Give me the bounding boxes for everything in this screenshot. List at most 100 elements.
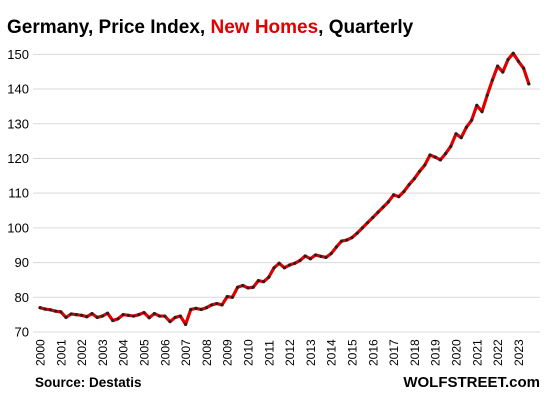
data-point — [194, 306, 198, 310]
data-point — [210, 303, 214, 307]
data-point — [293, 261, 297, 265]
data-point — [168, 319, 172, 324]
data-point — [314, 253, 318, 257]
brand-label: WOLFSTREET.com — [403, 374, 540, 391]
data-point — [100, 314, 104, 318]
data-point — [506, 57, 510, 62]
x-tick-label: 2021 — [470, 339, 484, 366]
data-point — [184, 322, 188, 326]
data-point — [288, 263, 292, 267]
data-point — [501, 70, 505, 74]
data-point — [178, 314, 182, 318]
data-point — [423, 163, 427, 167]
data-point — [454, 132, 458, 136]
data-point — [132, 314, 136, 318]
data-point — [38, 306, 42, 310]
data-point — [106, 311, 110, 315]
data-point — [225, 295, 229, 299]
x-tick-label: 2012 — [283, 339, 297, 366]
data-point — [527, 82, 531, 86]
y-tick-label: 110 — [8, 186, 29, 201]
data-point — [173, 315, 177, 320]
data-point — [371, 215, 375, 220]
data-point — [511, 51, 515, 55]
data-point — [470, 118, 474, 122]
data-point — [428, 153, 432, 157]
data-point — [340, 239, 344, 243]
data-point — [397, 195, 401, 199]
data-point — [303, 254, 307, 258]
data-point — [262, 280, 266, 284]
y-tick-label: 150 — [7, 47, 29, 62]
x-tick-label: 2000 — [34, 339, 48, 366]
data-point — [121, 313, 125, 317]
x-tick-label: 2014 — [325, 339, 339, 366]
title-part-1: Germany, Price Index, — [7, 17, 210, 38]
data-point — [241, 283, 245, 288]
data-point — [142, 310, 146, 315]
data-point — [496, 64, 500, 68]
x-tick-label: 2019 — [429, 339, 443, 366]
y-tick-label: 90 — [15, 255, 29, 270]
y-tick-label: 80 — [15, 290, 29, 305]
data-point — [282, 266, 286, 270]
data-point — [64, 315, 68, 320]
data-point — [459, 136, 463, 140]
data-point — [402, 189, 406, 194]
x-tick-label: 2013 — [304, 339, 318, 366]
data-point — [319, 254, 323, 258]
data-point — [334, 245, 338, 249]
data-point — [345, 238, 349, 242]
data-point — [444, 152, 448, 156]
x-tick-label: 2023 — [512, 339, 526, 366]
data-point — [189, 307, 193, 312]
data-point — [366, 221, 370, 225]
data-point — [376, 210, 380, 214]
x-tick-label: 2010 — [242, 339, 256, 366]
data-point — [324, 255, 328, 259]
data-point — [480, 110, 484, 114]
data-point — [85, 315, 89, 319]
data-point — [386, 200, 390, 204]
data-point — [449, 144, 453, 148]
data-point — [298, 258, 302, 263]
title-part-3: , Quarterly — [318, 17, 413, 38]
data-point — [158, 314, 162, 318]
x-tick-label: 2007 — [179, 339, 193, 366]
x-tick-label: 2002 — [75, 339, 89, 366]
data-point — [277, 261, 281, 265]
data-point — [251, 285, 255, 289]
x-tick-label: 2008 — [200, 339, 214, 366]
data-point — [74, 313, 78, 317]
data-point — [418, 169, 422, 173]
x-tick-label: 2006 — [158, 339, 172, 366]
data-point — [407, 182, 411, 187]
data-point — [267, 275, 271, 279]
data-point — [246, 286, 250, 290]
data-point — [392, 193, 396, 197]
y-tick-label: 120 — [7, 151, 29, 166]
data-point — [350, 236, 354, 240]
data-point — [80, 313, 84, 317]
x-tick-label: 2018 — [408, 339, 422, 366]
data-point — [412, 177, 416, 181]
title-part-highlight: New Homes — [210, 17, 318, 38]
x-tick-label: 2016 — [366, 339, 380, 366]
y-tick-label: 140 — [7, 82, 29, 97]
data-point — [256, 279, 260, 283]
data-point — [516, 59, 521, 63]
x-tick-label: 2001 — [54, 339, 68, 366]
data-point — [137, 313, 141, 317]
data-point — [220, 303, 224, 307]
data-point — [163, 314, 167, 318]
data-point — [111, 318, 115, 323]
data-point — [475, 103, 479, 107]
x-tick-label: 2022 — [491, 339, 505, 366]
x-tick-label: 2020 — [450, 339, 464, 366]
data-point — [147, 316, 151, 320]
data-point — [360, 226, 364, 230]
data-point — [329, 251, 333, 256]
y-axis-ticks: 70 80 90 100 110 120 130 140 150 — [7, 47, 29, 340]
data-point — [54, 309, 58, 313]
data-point — [355, 231, 359, 235]
